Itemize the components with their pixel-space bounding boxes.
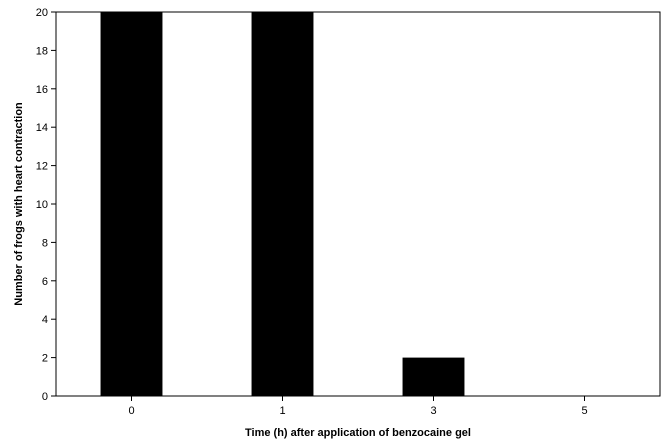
bar-0 xyxy=(100,12,163,396)
x-tick-label: 1 xyxy=(279,405,285,417)
y-tick-label: 20 xyxy=(36,7,48,19)
bar-3 xyxy=(402,357,465,396)
bar-1 xyxy=(251,12,314,396)
bars-group xyxy=(100,12,465,396)
x-tick-label: 5 xyxy=(581,405,587,417)
y-tick-label: 10 xyxy=(36,199,48,211)
x-tick-label: 0 xyxy=(128,405,134,417)
x-axis-title: Time (h) after application of benzocaine… xyxy=(245,427,471,439)
x-tick-label: 3 xyxy=(430,405,436,417)
y-tick-label: 18 xyxy=(36,45,48,57)
y-tick-label: 2 xyxy=(42,353,48,365)
plot-frame xyxy=(55,11,661,397)
y-tick-label: 14 xyxy=(36,122,48,134)
y-tick-label: 4 xyxy=(42,314,48,326)
y-axis-ticks: 0 2 4 6 8 10 12 14 16 18 20 xyxy=(36,7,56,403)
y-tick-label: 16 xyxy=(36,84,48,96)
y-axis-title: Number of frogs with heart contraction xyxy=(13,102,25,306)
y-tick-label: 12 xyxy=(36,161,48,173)
x-axis-ticks: 0 1 3 5 xyxy=(128,396,588,417)
y-tick-label: 8 xyxy=(42,237,48,249)
y-tick-label: 6 xyxy=(42,276,48,288)
y-tick-label: 0 xyxy=(42,391,48,403)
